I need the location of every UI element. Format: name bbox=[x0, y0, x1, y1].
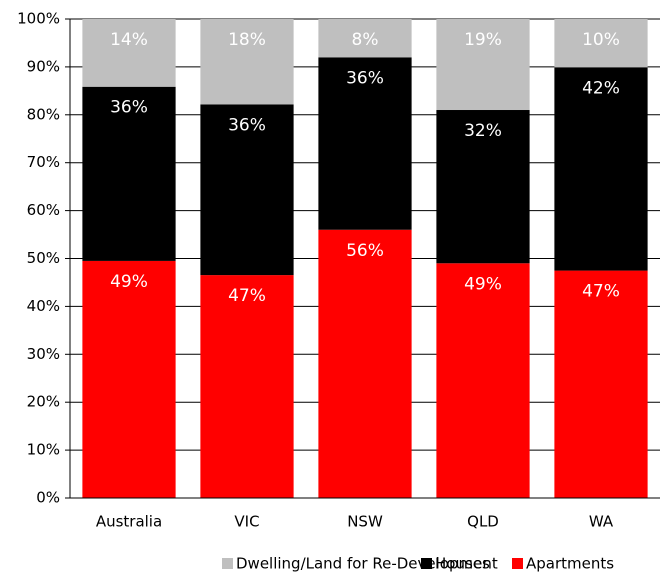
y-tick-label: 50% bbox=[27, 249, 60, 267]
x-tick-label: QLD bbox=[467, 513, 499, 531]
bar-segment bbox=[82, 260, 176, 498]
y-tick-label: 80% bbox=[27, 105, 60, 123]
bar-segment bbox=[554, 19, 648, 68]
y-tick-label: 90% bbox=[27, 57, 60, 75]
value-label: 36% bbox=[110, 98, 148, 118]
bar-segment bbox=[436, 110, 530, 264]
y-tick-label: 20% bbox=[27, 393, 60, 411]
value-label: 14% bbox=[110, 30, 148, 50]
bar-segment bbox=[200, 104, 294, 276]
x-tick-label: WA bbox=[589, 513, 614, 531]
value-label: 47% bbox=[582, 282, 620, 302]
y-tick-label: 40% bbox=[27, 297, 60, 315]
bar-segment bbox=[554, 67, 648, 271]
value-label: 10% bbox=[582, 30, 620, 50]
bar-segment bbox=[554, 270, 648, 498]
y-tick-label: 100% bbox=[17, 10, 60, 28]
legend-label: Houses bbox=[435, 555, 490, 573]
bar-segment bbox=[318, 19, 412, 58]
legend-label: Apartments bbox=[526, 555, 614, 573]
value-label: 49% bbox=[464, 274, 502, 294]
legend-swatch bbox=[421, 558, 432, 569]
y-tick-label: 0% bbox=[36, 489, 60, 507]
x-tick-label: Australia bbox=[96, 513, 162, 531]
value-label: 49% bbox=[110, 272, 148, 292]
bar-segment bbox=[82, 86, 176, 261]
value-label: 56% bbox=[346, 241, 384, 261]
value-label: 36% bbox=[228, 115, 266, 135]
legend-swatch bbox=[222, 558, 233, 569]
bar-segment bbox=[318, 57, 412, 230]
y-tick-label: 10% bbox=[27, 441, 60, 459]
bar-segment bbox=[82, 19, 176, 87]
y-tick-label: 60% bbox=[27, 201, 60, 219]
bar-segment bbox=[200, 19, 294, 105]
legend-swatch bbox=[512, 558, 523, 569]
y-tick-label: 70% bbox=[27, 153, 60, 171]
x-tick-label: NSW bbox=[347, 513, 383, 531]
bar-segment bbox=[318, 229, 412, 498]
value-label: 8% bbox=[352, 30, 379, 50]
bar-segment bbox=[436, 263, 530, 498]
value-label: 36% bbox=[346, 68, 384, 88]
y-tick-label: 30% bbox=[27, 345, 60, 363]
value-label: 19% bbox=[464, 30, 502, 50]
bar-segment bbox=[200, 275, 294, 498]
value-label: 47% bbox=[228, 286, 266, 306]
bar-segment bbox=[436, 19, 530, 111]
value-label: 32% bbox=[464, 121, 502, 141]
x-tick-label: VIC bbox=[234, 513, 259, 531]
value-label: 42% bbox=[582, 78, 620, 98]
value-label: 18% bbox=[228, 30, 266, 50]
legend-label: Dwelling/Land for Re-Development bbox=[236, 555, 498, 573]
